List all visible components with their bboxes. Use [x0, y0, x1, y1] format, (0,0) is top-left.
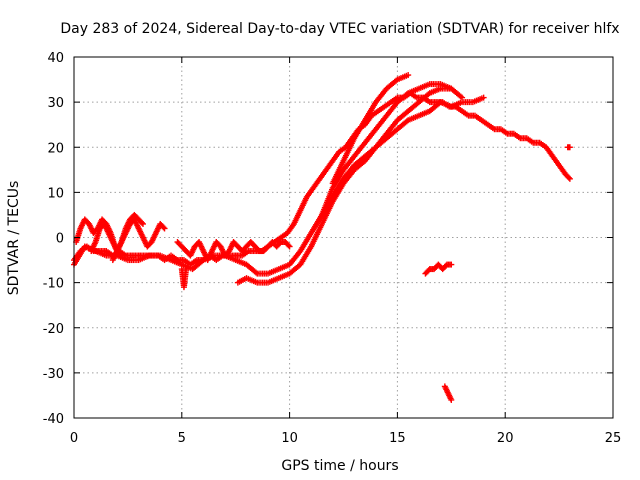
y-tick-label: -30	[43, 367, 64, 382]
data-point	[160, 224, 167, 231]
data-point	[405, 72, 412, 79]
x-tick-label: 5	[178, 431, 186, 446]
data-point	[138, 219, 145, 226]
y-tick-label: -20	[43, 322, 64, 337]
data-points	[71, 72, 573, 403]
data-point	[480, 94, 487, 101]
y-tick-label: 40	[47, 51, 64, 66]
y-axis-label: SDTVAR / TECUs	[6, 181, 22, 296]
data-point	[161, 225, 168, 232]
y-tick-label: 20	[47, 141, 64, 156]
series-track-b	[71, 94, 487, 277]
y-tick-label: 10	[47, 186, 64, 201]
x-tick-label: 25	[605, 431, 622, 446]
data-point	[566, 175, 573, 182]
data-point	[448, 396, 455, 403]
data-point	[285, 242, 292, 249]
series-isolated-17h	[441, 383, 455, 403]
data-point	[448, 85, 455, 92]
grid-lines	[74, 57, 613, 418]
y-tick-label: 30	[47, 96, 64, 111]
x-tick-label: 20	[497, 431, 514, 446]
data-point	[286, 243, 293, 250]
x-tick-label: 0	[70, 431, 78, 446]
series-wave-4	[174, 239, 293, 264]
y-tick-label: 0	[56, 232, 64, 247]
series-track-c	[234, 85, 466, 286]
data-point	[459, 94, 466, 101]
series-spike-5h	[178, 266, 190, 291]
series-isolated-23h	[564, 144, 573, 151]
axis-ticks: 0 5 10 15 20 25 -40 -30 -20 -10 0 10 20 30 40	[43, 51, 622, 446]
data-point	[183, 266, 190, 273]
x-axis-label: GPS time / hours	[281, 458, 398, 474]
chart-title: Day 283 of 2024, Sidereal Day-to-day VTE…	[60, 21, 619, 37]
y-tick-label: -40	[43, 412, 64, 427]
series-track-e	[329, 72, 412, 187]
y-tick-label: -10	[43, 277, 64, 292]
x-tick-label: 10	[281, 431, 298, 446]
series-track-d	[318, 81, 455, 218]
data-point	[139, 220, 146, 227]
data-point	[566, 144, 573, 151]
series-isolated-16h	[422, 261, 455, 277]
data-point	[448, 261, 455, 268]
series-wave-3	[109, 216, 168, 264]
data-point	[565, 174, 572, 181]
x-tick-label: 15	[389, 431, 406, 446]
